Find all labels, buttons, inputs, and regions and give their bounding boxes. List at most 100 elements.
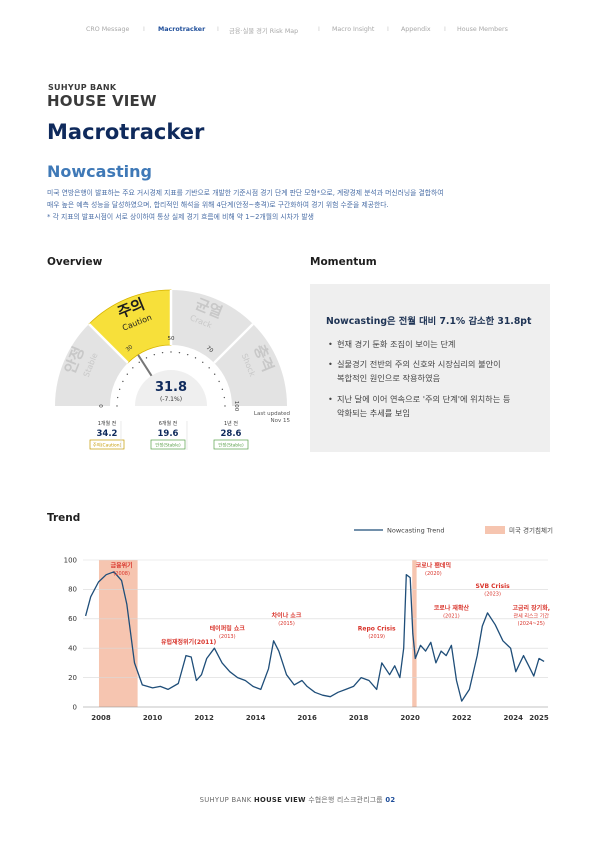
nav-separator: I	[387, 26, 389, 33]
momentum-bullet-text: 지난 달에 이어 연속으로 '주의 단계'에 위치하는 등	[337, 394, 511, 404]
chart-axes: 0 20 40 60 80 100 2008 2010 2012 2014 2016 2018 2020…	[64, 556, 549, 722]
nav-separator: I	[318, 26, 320, 33]
chart-annotation: (2019)	[368, 634, 385, 640]
gauge-tick-label: 0	[99, 404, 105, 408]
gauge-tick-dot	[202, 361, 204, 364]
chart-annotation: (2008)	[113, 571, 130, 577]
chart-annotation: (2013)	[219, 634, 236, 640]
x-tick-label: 2014	[246, 714, 266, 722]
chart-annotation: 테이퍼링 쇼크	[210, 625, 246, 633]
top-navigation: CRO Message I Macrotracker I 금융·실물 경기 Ri…	[86, 26, 516, 38]
gauge-tick-label: 70	[205, 345, 215, 354]
gauge-tick-dot	[213, 373, 216, 375]
legend-line-label: Nowcasting Trend	[387, 527, 445, 535]
overview-heading: Overview	[47, 256, 103, 268]
svg-text:안정(Stable): 안정(Stable)	[155, 442, 181, 449]
nav-item-macrotracker[interactable]: Macrotracker	[158, 26, 206, 33]
svg-text:주의(Caution): 주의(Caution)	[93, 442, 122, 449]
history-card: 6개월 전 19.6 안정(Stable)	[150, 420, 186, 450]
gauge-tick-dot	[221, 388, 224, 391]
svg-text:1개월 전: 1개월 전	[98, 420, 117, 427]
y-tick-label: 40	[68, 645, 77, 653]
legend-shade-swatch	[485, 526, 505, 534]
momentum-heading: Momentum	[310, 256, 377, 268]
footer-brand: SUHYUP BANK	[199, 796, 252, 804]
gauge-zone-crack	[171, 290, 253, 363]
svg-text:안정(Stable): 안정(Stable)	[218, 442, 244, 449]
gauge-tick-dot	[186, 353, 189, 356]
chart-annotation: 관세 리스크 기간	[514, 612, 550, 619]
footer-house-view: HOUSE VIEW	[254, 796, 306, 804]
momentum-bullet-text: 복합적인 원인으로 작용하였음	[337, 372, 441, 383]
gauge-tick-dot	[138, 361, 140, 364]
x-tick-label: 2022	[452, 714, 472, 722]
gauge-tick-dot	[153, 353, 156, 356]
chart-annotations: 금융위기 (2008) 유럽재정위기(2011) 테이퍼링 쇼크(2013) 차이나 쇼…	[111, 561, 550, 645]
y-tick-label: 0	[73, 703, 77, 711]
chart-annotation: 유럽재정위기(2011)	[161, 638, 217, 646]
momentum-bullet-text: 악화되는 추세를 보임	[337, 407, 410, 418]
recession-band	[412, 560, 417, 707]
momentum-bullet-text: 현재 경기 둔화 조짐이 보이는 단계	[337, 339, 456, 349]
legend-shade-label: 미국 경기침체기	[509, 526, 553, 535]
x-tick-label: 2010	[143, 714, 163, 722]
chart-annotation: (2020)	[425, 571, 442, 577]
nav-item-appendix[interactable]: Appendix	[401, 26, 431, 33]
gauge-tick-dot	[116, 396, 119, 399]
nav-item-house-members[interactable]: House Members	[457, 26, 508, 33]
history-card: 1개월 전 34.2 주의(Caution)	[89, 420, 125, 450]
nav-separator: I	[217, 26, 219, 33]
history-card: 1년 전 28.6 안정(Stable)	[213, 420, 249, 450]
svg-text:6개월 전: 6개월 전	[159, 420, 178, 427]
momentum-headline: Nowcasting은 전월 대비 7.1% 감소한 31.8pt	[326, 316, 532, 327]
svg-text:19.6: 19.6	[158, 429, 179, 439]
gauge-value: 31.8	[155, 380, 187, 395]
svg-text:1년 전: 1년 전	[224, 420, 238, 427]
section-subtitle: Nowcasting	[47, 162, 152, 181]
gauge-center	[135, 370, 207, 406]
description: 미국 연방은행이 발표하는 주요 거시경제 지표를 기반으로 개발한 기준시점 …	[47, 187, 547, 223]
page-title: Macrotracker	[47, 120, 205, 144]
gauge-tick-label: 100	[233, 401, 239, 412]
x-tick-label: 2016	[297, 714, 317, 722]
gauge-tick-dot	[116, 405, 118, 407]
gauge-tick-dot	[132, 367, 134, 369]
nav-item-cro-message[interactable]: CRO Message	[86, 26, 130, 33]
gauge-change: (-7.1%)	[160, 396, 182, 403]
y-tick-label: 20	[68, 674, 77, 682]
gauge-tick-label: 50	[168, 336, 175, 342]
gauge-tick-dot	[224, 405, 226, 407]
chart-grid	[83, 559, 548, 708]
y-tick-label: 100	[64, 556, 77, 564]
nowcasting-line	[84, 571, 545, 702]
gauge-tick-dot	[118, 388, 121, 391]
x-tick-label: 2025	[529, 714, 549, 722]
gauge-tick-dot	[126, 373, 129, 375]
description-line: 매우 높은 예측 성능을 달성하였으며, 합리적인 해석을 위해 4단계(안정~…	[47, 201, 389, 209]
momentum-box: Nowcasting은 전월 대비 7.1% 감소한 31.8pt • 현재 경…	[310, 284, 550, 452]
gauge-chart: 안정 Stable 주의 Caution 균열 Crack 충격 Shock 0…	[55, 289, 291, 450]
last-updated-label: Last updated	[254, 411, 290, 417]
chart-annotation: 코로나 재확산	[434, 604, 470, 612]
nav-item-macro-insight[interactable]: Macro Insight	[332, 26, 375, 33]
brand-small: SUHYUP BANK	[48, 83, 117, 92]
chart-annotation: (2023)	[484, 591, 501, 597]
page-number: 02	[385, 796, 396, 804]
x-tick-label: 2008	[91, 714, 111, 722]
gauge-tick-dot	[218, 380, 220, 383]
nav-separator: I	[143, 26, 145, 33]
last-updated-date: Nov 15	[271, 418, 291, 424]
gauge-tick-dot	[161, 351, 164, 354]
gauge-tick-dot	[122, 380, 124, 383]
gauge-ticks	[116, 351, 226, 407]
trend-chart: Nowcasting Trend 미국 경기침체기 0 20 40 60 80 100 20…	[64, 526, 553, 723]
nav-item-risk-map[interactable]: 금융·실물 경기 Risk Map	[229, 28, 299, 35]
footer: SUHYUP BANK HOUSE VIEW 수협은행 리스크관리그룹 02	[0, 794, 595, 804]
trend-heading: Trend	[47, 512, 81, 524]
gauge-tick-dot	[170, 351, 172, 353]
x-tick-label: 2020	[400, 714, 420, 722]
chart-annotation: (2021)	[443, 613, 460, 619]
gauge-tick-label: 30	[125, 344, 135, 353]
gauge-tick-dot	[208, 367, 210, 369]
chart-annotation: 고금리 장기화,	[513, 604, 551, 612]
